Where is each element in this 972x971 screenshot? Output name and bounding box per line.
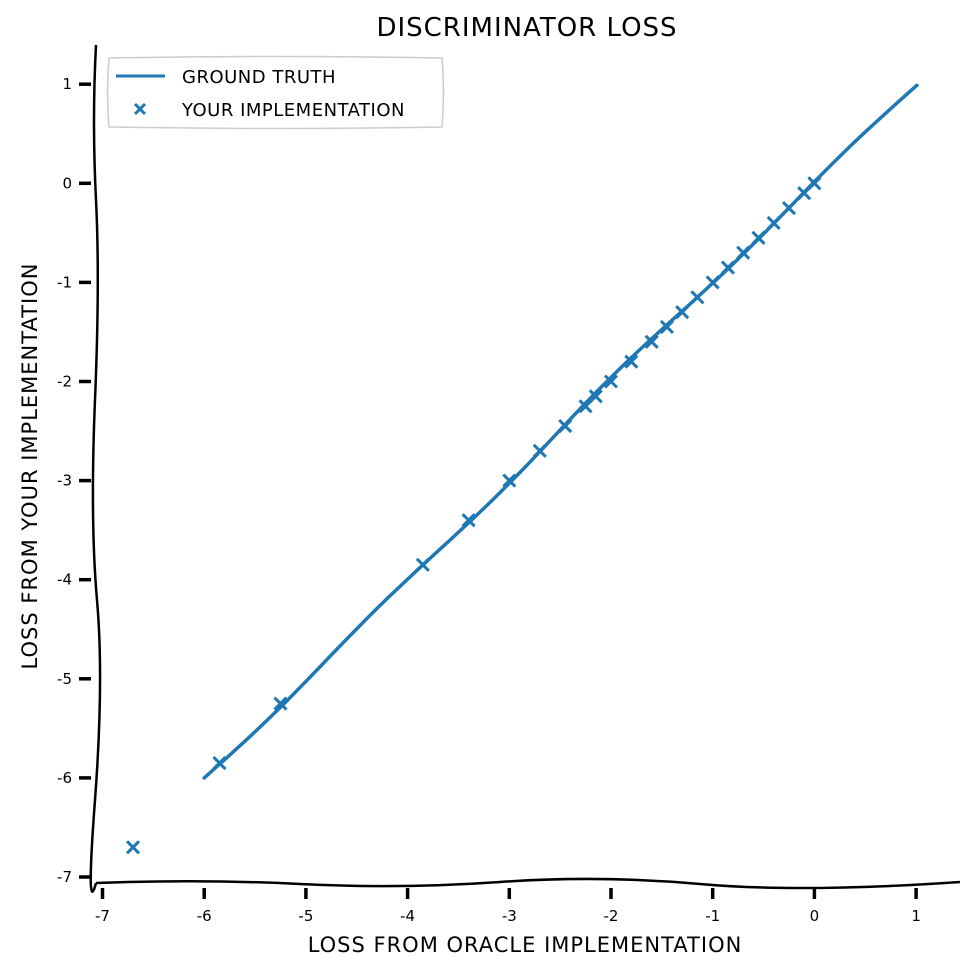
y-axis-label: LOSS FROM YOUR IMPLEMENTATION <box>18 263 42 670</box>
x-tick-label: -2 <box>604 907 619 925</box>
x-tick-label: -1 <box>705 907 720 925</box>
y-tick-label: 0 <box>62 174 72 192</box>
y-tick-label: -4 <box>57 571 72 589</box>
series-layer <box>127 85 917 853</box>
legend: GROUND TRUTH YOUR IMPLEMENTATION <box>108 57 444 129</box>
x-tick-label: -4 <box>400 907 415 925</box>
y-tick-label: -1 <box>57 273 72 291</box>
y-axis-spine <box>91 45 100 892</box>
x-axis-ticks: -7 -6 -5 -4 -3 -2 -1 0 1 <box>95 888 921 925</box>
legend-label-ground-truth: GROUND TRUTH <box>182 67 336 88</box>
x-tick-label: -5 <box>298 907 313 925</box>
y-tick-label: -5 <box>57 670 72 688</box>
x-tick-label: -3 <box>502 907 517 925</box>
y-tick-label: -6 <box>57 769 72 787</box>
scatter-point <box>127 841 139 853</box>
plot-area: -7 -6 -5 -4 -3 -2 -1 0 1 -7 -6 -5 -4 -3 -2 -1 0 1 <box>57 45 960 925</box>
y-tick-label: 1 <box>62 75 72 93</box>
legend-label-your-implementation: YOUR IMPLEMENTATION <box>181 100 405 121</box>
x-tick-label: 0 <box>810 907 820 925</box>
x-tick-label: 1 <box>911 907 921 925</box>
x-tick-label: -7 <box>95 907 110 925</box>
y-tick-label: -3 <box>57 472 72 490</box>
x-axis-spine <box>96 879 960 888</box>
y-tick-label: -7 <box>57 868 72 886</box>
chart-title: DISCRIMINATOR LOSS <box>376 13 677 43</box>
y-tick-label: -2 <box>57 373 72 391</box>
y-axis-ticks: -7 -6 -5 -4 -3 -2 -1 0 1 <box>57 75 91 886</box>
x-tick-label: -6 <box>197 907 212 925</box>
x-axis-label: LOSS FROM ORACLE IMPLEMENTATION <box>308 933 743 957</box>
